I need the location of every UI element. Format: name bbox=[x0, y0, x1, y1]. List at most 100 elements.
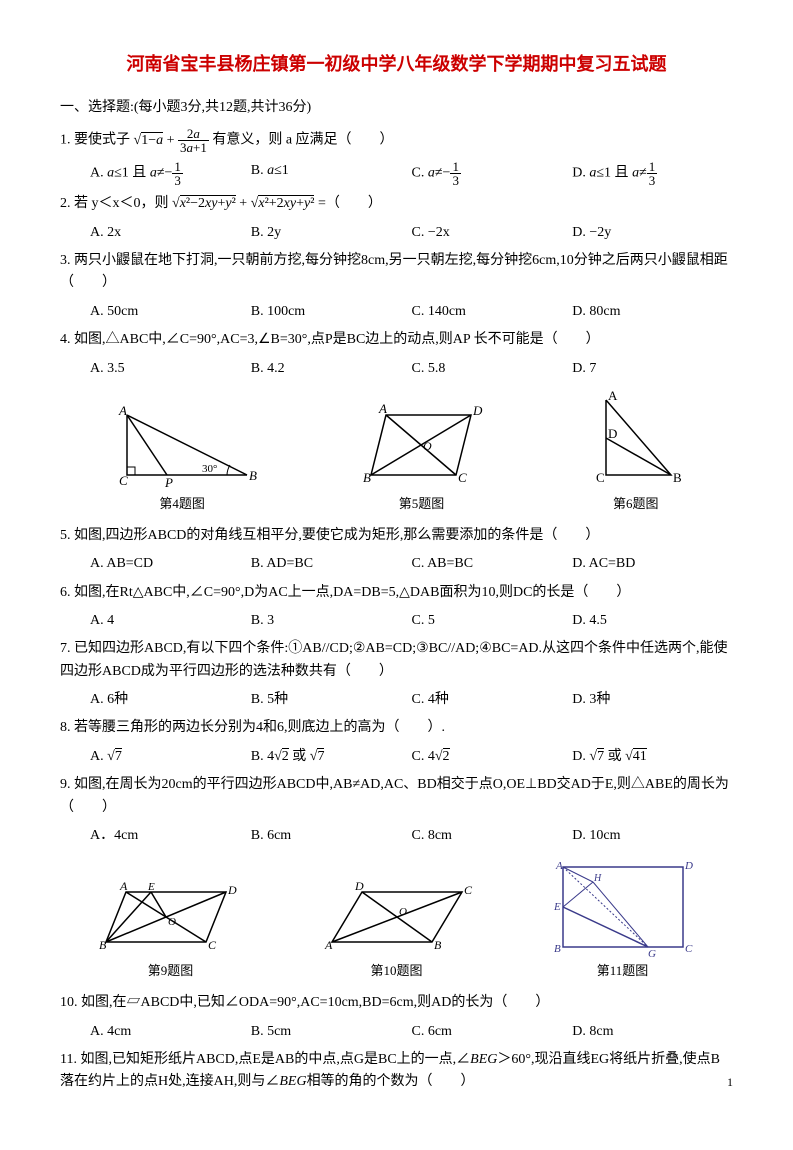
question-3: 3. 两只小鼹鼠在地下打洞,一只朝前方挖,每分钟挖8cm,另一只朝左挖,每分钟挖… bbox=[60, 250, 733, 295]
q7-option-B: B. 5种 bbox=[251, 689, 412, 711]
svg-text:D: D bbox=[684, 860, 693, 872]
question-6: 6. 如图,在Rt△ABC中,∠C=90°,D为AC上一点,DA=DB=5,△D… bbox=[60, 582, 733, 604]
figures-row-1: A C P B 30° 第4题图 A D B C O 第5题图 A D C B bbox=[60, 390, 733, 515]
q3-option-C: C. 140cm bbox=[412, 301, 573, 323]
q4-option-B: B. 4.2 bbox=[251, 358, 412, 380]
figure-11: A D E B C G H 第11题图 bbox=[548, 857, 698, 982]
svg-text:A: A bbox=[555, 860, 563, 872]
fig6-svg: A D C B bbox=[586, 390, 686, 490]
fig5-caption: 第5题图 bbox=[351, 494, 491, 515]
q4-option-D: D. 7 bbox=[572, 358, 733, 380]
svg-text:D: D bbox=[608, 426, 617, 441]
q9-options: A．4cm B. 6cm C. 8cm D. 10cm bbox=[90, 825, 733, 847]
fig6-caption: 第6题图 bbox=[586, 494, 686, 515]
q1-text-post: 有意义，则 a 应满足（ ） bbox=[212, 133, 393, 148]
svg-text:B: B bbox=[99, 938, 107, 952]
q2-option-C: C. −2x bbox=[412, 222, 573, 244]
section-header: 一、选择题:(每小题3分,共12题,共计36分) bbox=[60, 97, 733, 119]
question-7: 7. 已知四边形ABCD,有以下四个条件:①AB//CD;②AB=CD;③BC/… bbox=[60, 638, 733, 683]
q6-option-C: C. 5 bbox=[412, 610, 573, 632]
question-9: 9. 如图,在周长为20cm的平行四边形ABCD中,AB≠AD,AC、BD相交于… bbox=[60, 774, 733, 819]
fig5-svg: A D B C O bbox=[351, 400, 491, 490]
fig4-svg: A C P B 30° bbox=[107, 400, 257, 490]
q8-option-C: C. 4√2 bbox=[412, 746, 573, 768]
q2-option-D: D. −2y bbox=[572, 222, 733, 244]
q3-option-D: D. 80cm bbox=[572, 301, 733, 323]
fig9-caption: 第9题图 bbox=[96, 961, 246, 982]
q9-option-D: D. 10cm bbox=[572, 825, 733, 847]
svg-text:O: O bbox=[399, 906, 407, 918]
q3-option-B: B. 100cm bbox=[251, 301, 412, 323]
page-title: 河南省宝丰县杨庄镇第一初级中学八年级数学下学期期中复习五试题 bbox=[60, 50, 733, 79]
q6-option-A: A. 4 bbox=[90, 610, 251, 632]
q10-option-B: B. 5cm bbox=[251, 1021, 412, 1043]
q10-option-D: D. 8cm bbox=[572, 1021, 733, 1043]
page-number: 1 bbox=[727, 1073, 733, 1092]
question-4: 4. 如图,△ABC中,∠C=90°,AC=3,∠B=30°,点P是BC边上的动… bbox=[60, 329, 733, 351]
q8-options: A. √7 B. 4√2 或 √7 C. 4√2 D. √7 或 √41 bbox=[90, 746, 733, 768]
svg-text:C: C bbox=[458, 470, 467, 485]
q10-option-A: A. 4cm bbox=[90, 1021, 251, 1043]
q1-option-A: A. a≤1 且 a≠−13 bbox=[90, 160, 251, 187]
svg-text:H: H bbox=[593, 873, 602, 884]
q7-option-C: C. 4种 bbox=[412, 689, 573, 711]
question-5: 5. 如图,四边形ABCD的对角线互相平分,要使它成为矩形,那么需要添加的条件是… bbox=[60, 525, 733, 547]
q8-option-D: D. √7 或 √41 bbox=[572, 746, 733, 768]
q1-expr: √1−a + 2a3a+1 bbox=[134, 133, 209, 148]
svg-text:G: G bbox=[648, 948, 656, 957]
svg-text:30°: 30° bbox=[202, 463, 217, 475]
question-11: 11. 如图,已知矩形纸片ABCD,点E是AB的中点,点G是BC上的一点,∠BE… bbox=[60, 1049, 733, 1094]
figure-9: A E D B C O 第9题图 bbox=[96, 877, 246, 982]
q1-options: A. a≤1 且 a≠−13 B. a≤1 C. a≠−13 D. a≤1 且 … bbox=[90, 160, 733, 187]
q7-option-D: D. 3种 bbox=[572, 689, 733, 711]
fig11-svg: A D E B C G H bbox=[548, 857, 698, 957]
svg-text:A: A bbox=[608, 390, 618, 403]
q6-option-B: B. 3 bbox=[251, 610, 412, 632]
svg-text:E: E bbox=[147, 881, 155, 893]
q1-option-D: D. a≤1 且 a≠13 bbox=[572, 160, 733, 187]
fig10-caption: 第10题图 bbox=[317, 961, 477, 982]
q7-option-A: A. 6种 bbox=[90, 689, 251, 711]
q10-option-C: C. 6cm bbox=[412, 1021, 573, 1043]
svg-text:C: C bbox=[464, 883, 473, 897]
svg-text:B: B bbox=[249, 468, 257, 483]
q6-options: A. 4 B. 3 C. 5 D. 4.5 bbox=[90, 610, 733, 632]
figure-5: A D B C O 第5题图 bbox=[351, 400, 491, 515]
figure-10: D C A B O 第10题图 bbox=[317, 877, 477, 982]
svg-text:B: B bbox=[554, 943, 561, 955]
q3-option-A: A. 50cm bbox=[90, 301, 251, 323]
figure-4: A C P B 30° 第4题图 bbox=[107, 400, 257, 515]
q1-option-B: B. a≤1 bbox=[251, 160, 412, 187]
q5-options: A. AB=CD B. AD=BC C. AB=BC D. AC=BD bbox=[90, 553, 733, 575]
svg-text:C: C bbox=[685, 943, 693, 955]
fig4-caption: 第4题图 bbox=[107, 494, 257, 515]
q1-text-pre: 1. 要使式子 bbox=[60, 133, 130, 148]
question-1: 1. 要使式子 √1−a + 2a3a+1 有意义，则 a 应满足（ ） bbox=[60, 127, 733, 154]
q4-option-A: A. 3.5 bbox=[90, 358, 251, 380]
q7-options: A. 6种 B. 5种 C. 4种 D. 3种 bbox=[90, 689, 733, 711]
svg-text:O: O bbox=[168, 916, 176, 928]
svg-text:D: D bbox=[472, 403, 483, 418]
svg-text:A: A bbox=[119, 879, 128, 893]
q2-options: A. 2x B. 2y C. −2x D. −2y bbox=[90, 222, 733, 244]
q1-option-C: C. a≠−13 bbox=[412, 160, 573, 187]
svg-text:A: A bbox=[118, 403, 127, 418]
q2-option-B: B. 2y bbox=[251, 222, 412, 244]
fig10-svg: D C A B O bbox=[317, 877, 477, 957]
svg-text:E: E bbox=[553, 901, 561, 913]
svg-text:D: D bbox=[227, 883, 237, 897]
q8-option-B: B. 4√2 或 √7 bbox=[251, 746, 412, 768]
fig9-svg: A E D B C O bbox=[96, 877, 246, 957]
svg-text:C: C bbox=[596, 470, 605, 485]
q5-option-B: B. AD=BC bbox=[251, 553, 412, 575]
svg-text:B: B bbox=[363, 470, 371, 485]
q5-option-C: C. AB=BC bbox=[412, 553, 573, 575]
q9-option-C: C. 8cm bbox=[412, 825, 573, 847]
svg-text:A: A bbox=[324, 938, 333, 952]
svg-text:P: P bbox=[164, 475, 173, 490]
fig11-caption: 第11题图 bbox=[548, 961, 698, 982]
question-8: 8. 若等腰三角形的两边长分别为4和6,则底边上的高为（ ）. bbox=[60, 717, 733, 739]
q9-option-A: A．4cm bbox=[90, 825, 251, 847]
svg-text:O: O bbox=[423, 439, 432, 453]
svg-text:C: C bbox=[208, 938, 217, 952]
